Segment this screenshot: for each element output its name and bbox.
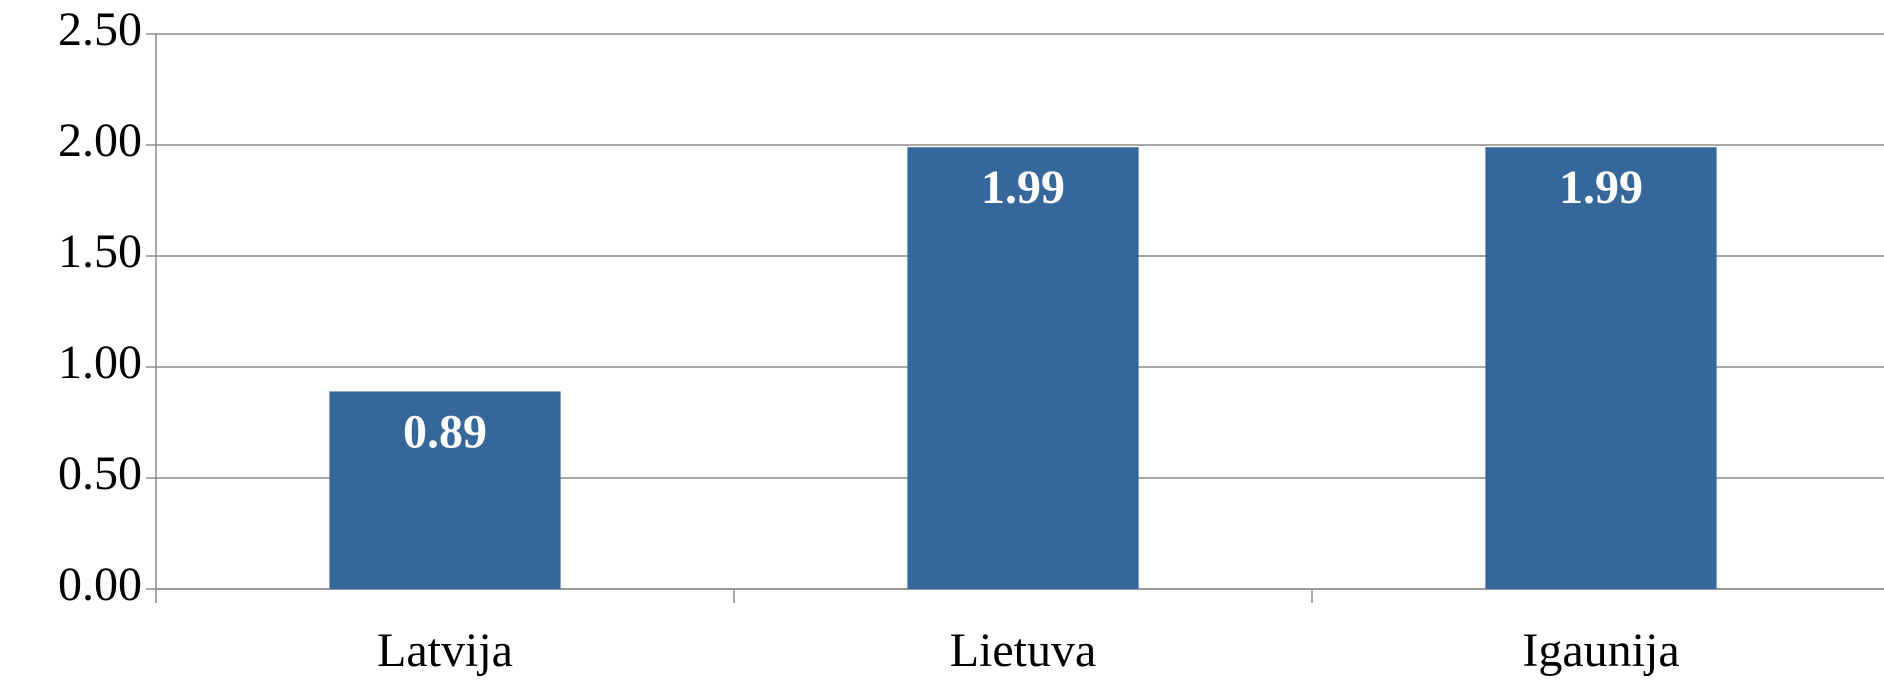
data-label: 0.89	[403, 405, 487, 458]
data-label: 1.99	[1559, 161, 1643, 214]
y-tick-label: 1.00	[58, 336, 142, 389]
data-label: 1.99	[981, 161, 1065, 214]
x-tick-label: Latvija	[377, 624, 513, 677]
bar	[329, 391, 561, 589]
y-tick-label: 0.00	[58, 558, 142, 611]
x-tick-label: Lietuva	[950, 624, 1097, 677]
y-tick-label: 2.00	[58, 114, 142, 167]
bar	[907, 147, 1139, 589]
y-tick-label: 0.50	[58, 447, 142, 500]
x-tick-label: Igaunija	[1522, 624, 1679, 677]
bar	[1485, 147, 1717, 589]
y-tick-label: 2.50	[58, 3, 142, 56]
y-tick-label: 1.50	[58, 225, 142, 278]
